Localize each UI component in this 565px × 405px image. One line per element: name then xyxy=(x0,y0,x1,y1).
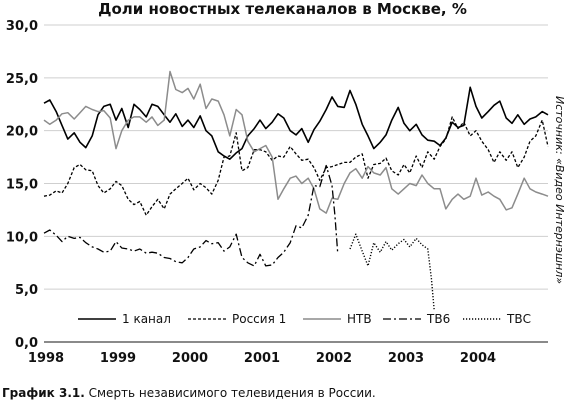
x-tick-label: 2002 xyxy=(316,351,352,366)
legend-label: Россия 1 xyxy=(232,312,286,326)
series-line-2 xyxy=(43,116,549,216)
y-tick-label: 30,0 xyxy=(6,19,38,34)
y-tick-label: 20,0 xyxy=(6,125,38,140)
figure-caption: График 3.1. Смерть независимого телевиде… xyxy=(2,386,376,400)
x-tick-label: 2000 xyxy=(172,351,208,366)
series-line-4 xyxy=(43,164,339,267)
caption-label: График 3.1. xyxy=(2,386,85,400)
series-line-5 xyxy=(349,233,435,311)
chart-title: Доли новостных телеканалов в Москве, % xyxy=(98,0,467,18)
x-tick-label: 1999 xyxy=(100,351,136,366)
series-line-1 xyxy=(43,86,549,160)
y-tick-label: 15,0 xyxy=(6,178,38,193)
legend: 1 канал Россия 1 НТВ ТВ6 ТВС xyxy=(78,312,531,326)
series-lines xyxy=(43,70,549,311)
caption-text: Смерть независимого телевидения в России… xyxy=(88,386,376,400)
legend-label: 1 канал xyxy=(122,312,171,326)
legend-label: НТВ xyxy=(347,312,372,326)
source-note: Источник: «Видео Интернэшнл» xyxy=(553,96,565,284)
gridlines xyxy=(44,24,548,343)
x-tick-label: 1998 xyxy=(28,351,64,366)
line-chart: 30,0 25,0 20,0 15,0 10,0 5,0 0,0 1998 1999 2000 2… xyxy=(6,19,565,366)
x-tick-label: 2003 xyxy=(388,351,424,366)
y-axis-ticks: 30,0 25,0 20,0 15,0 10,0 5,0 0,0 xyxy=(6,19,38,351)
y-tick-label: 10,0 xyxy=(6,230,38,245)
x-tick-label: 2004 xyxy=(460,351,496,366)
legend-label: ТВС xyxy=(506,312,531,326)
y-tick-label: 25,0 xyxy=(6,72,38,87)
legend-label: ТВ6 xyxy=(426,312,450,326)
x-axis-ticks: 1998 1999 2000 2001 2002 2003 2004 xyxy=(28,351,496,366)
y-tick-label: 5,0 xyxy=(15,283,38,298)
y-tick-label: 0,0 xyxy=(15,336,38,351)
x-tick-label: 2001 xyxy=(244,351,280,366)
series-line-3 xyxy=(43,70,549,214)
